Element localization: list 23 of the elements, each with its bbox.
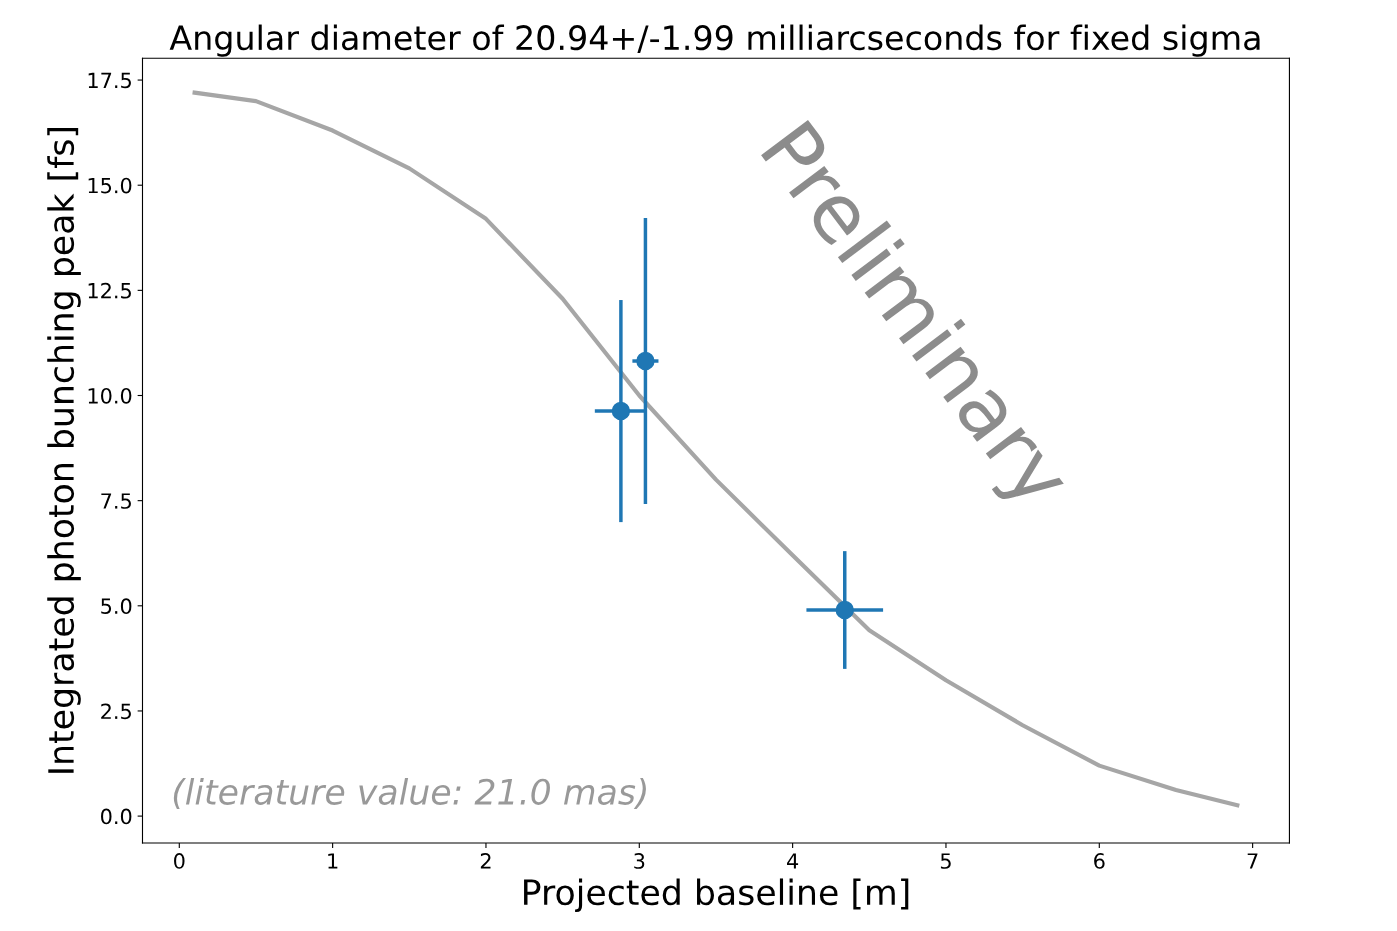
x-tick-label: 6 xyxy=(1094,853,1105,869)
y-axis-title: Integrated photon bunching peak [fs] xyxy=(47,128,81,773)
y-tick-label: 7.5 xyxy=(101,493,131,509)
y-tick-label: 0.0 xyxy=(101,808,132,825)
point xyxy=(636,351,655,371)
x-tick-label: 1 xyxy=(328,853,338,869)
x-tick-label: 0 xyxy=(174,853,185,869)
x-tick-label: 2 xyxy=(480,853,491,869)
x-tick-label: 4 xyxy=(787,853,799,869)
annotation: (literature value: 21.0 mas) xyxy=(173,778,646,809)
y-tick-label: 5.0 xyxy=(101,598,132,615)
y-tick-label: 17.5 xyxy=(88,72,131,89)
x-tick-label: 7 xyxy=(1247,853,1258,869)
x-axis-title: Projected baseline [m] xyxy=(524,878,909,913)
x-tick-label: 3 xyxy=(634,853,645,869)
chart-title: Angular diameter of 20.94+/-1.99 milliarcseconds for fixed sigma xyxy=(169,24,1260,57)
y-tick-label: 10.0 xyxy=(88,387,132,404)
y-tick-label: 15.0 xyxy=(88,177,132,194)
point xyxy=(835,600,854,620)
y-tick-label: 2.5 xyxy=(101,703,131,720)
y-tick-label: 12.5 xyxy=(88,282,131,299)
point xyxy=(611,401,631,421)
x-tick-label: 5 xyxy=(940,853,951,869)
